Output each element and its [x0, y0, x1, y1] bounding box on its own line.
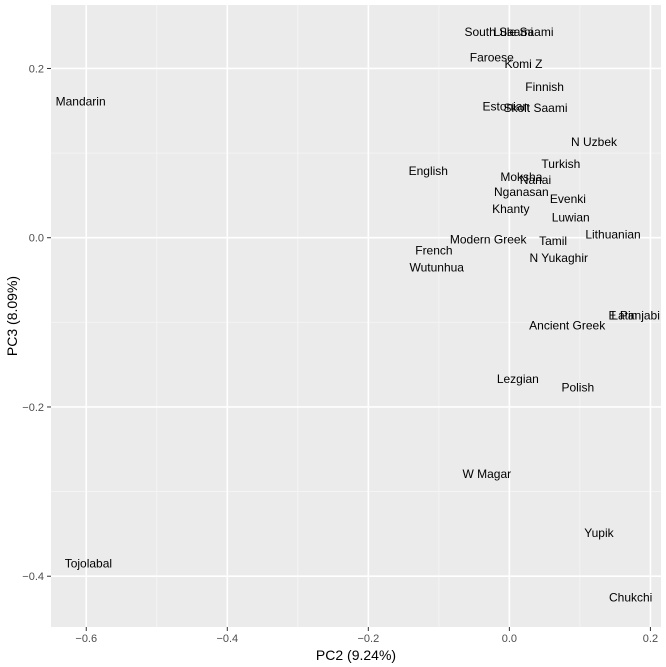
point-label: Modern Greek: [450, 232, 528, 246]
x-tick-label: 0.2: [643, 633, 658, 645]
major-gridlines: [51, 5, 661, 627]
point-label: Estonian: [483, 100, 530, 114]
point-label: Nganasan: [494, 185, 549, 199]
point-label: Wutunhua: [409, 260, 464, 274]
point-label: N Yukaghir: [530, 251, 588, 265]
point-label: Moksha: [500, 170, 542, 184]
point-label: Lule Saami: [493, 25, 553, 39]
y-axis-title: PC3 (8.09%): [4, 276, 20, 356]
point-label: Mandarin: [56, 94, 106, 108]
x-tick-label: −0.4: [216, 633, 238, 645]
point-label: Komi Z: [504, 57, 542, 71]
point-label: Lithuanian: [585, 227, 640, 241]
point-label: Nanai: [520, 173, 551, 187]
point-label: Latin: [611, 309, 637, 323]
y-tick-label: 0.2: [29, 63, 44, 75]
panel-background: [51, 5, 661, 627]
x-axis-title: PC2 (9.24%): [316, 647, 396, 663]
point-label: Khanty: [492, 202, 529, 216]
x-axis: −0.6 −0.4 −0.2 0.0 0.2: [75, 627, 658, 645]
point-label: Finnish: [525, 80, 564, 94]
point-label: Turkish: [541, 157, 580, 171]
point-label: Yupik: [584, 526, 614, 540]
point-label: Tamil: [539, 234, 567, 248]
point-label: English: [409, 164, 448, 178]
point-label: Ancient Greek: [529, 319, 606, 333]
point-label: Tojolabal: [65, 557, 112, 571]
y-tick-label: −0.2: [22, 402, 44, 414]
point-label: French: [415, 243, 452, 257]
point-label: Polish: [561, 381, 594, 395]
point-label: Skolt Saami: [503, 101, 567, 115]
point-label: Luwian: [552, 210, 590, 224]
y-tick-label: −0.4: [22, 571, 44, 583]
point-label: Chukchi: [609, 590, 652, 604]
point-label: Lezgian: [497, 372, 539, 386]
point-label: W Magar: [462, 467, 511, 481]
point-label: E Panjabi: [609, 309, 660, 323]
point-label: South Saami: [464, 25, 533, 39]
y-tick-label: 0.0: [29, 233, 44, 245]
point-label: Evenki: [550, 192, 586, 206]
x-tick-label: −0.6: [75, 633, 97, 645]
x-tick-label: 0.0: [502, 633, 517, 645]
point-label: Faroese: [470, 50, 514, 64]
minor-gridlines: [51, 5, 661, 627]
point-label: N Uzbek: [571, 135, 618, 149]
y-axis: −0.4 −0.2 0.0 0.2: [22, 63, 51, 583]
x-tick-label: −0.2: [357, 633, 379, 645]
